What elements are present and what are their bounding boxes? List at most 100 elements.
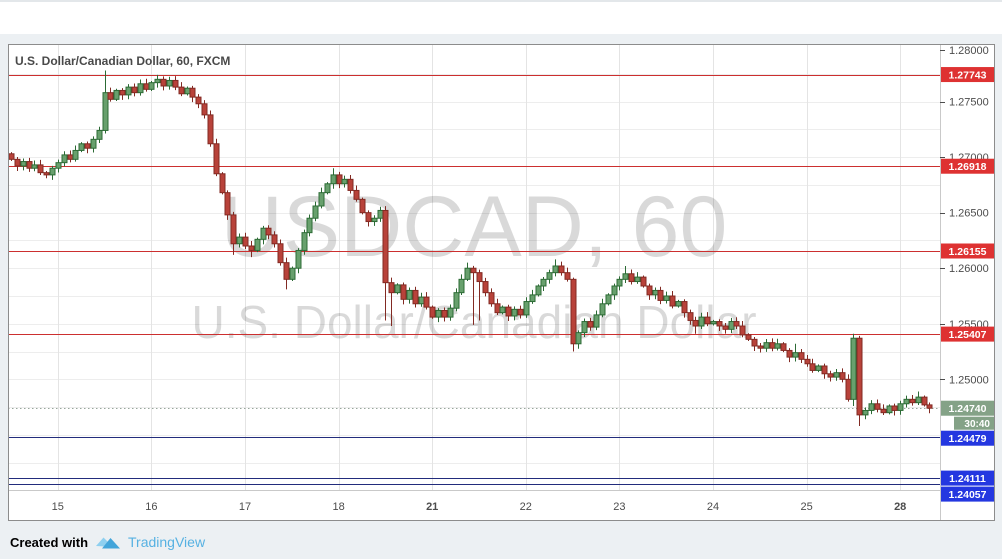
candle [739,320,746,338]
candle-body [605,294,612,305]
candle-body [751,338,758,347]
candle [675,299,682,308]
candle-body [470,267,477,274]
attribution-footer: Created with TradingView [10,531,205,553]
candle [84,141,91,154]
candle-body [353,189,360,200]
candle-body [201,103,208,116]
candle-body [84,143,91,149]
candle [447,304,454,321]
candle-body [406,289,413,300]
y-axis-tick-label: 1.25000 [949,374,989,386]
candle-body [786,349,793,358]
price-level-label [941,67,994,83]
candle-body [581,321,588,334]
candle-body [681,301,688,314]
candle [178,82,185,97]
candle [458,274,465,295]
candle-body [377,209,384,219]
candle [535,284,542,297]
candle-body [224,192,231,216]
price-level-label-text: 1.24111 [949,473,986,485]
candle [8,152,15,161]
last-price-label-text: 1.24740 [949,403,987,415]
candle [511,306,518,321]
price-level-label-text: 1.24057 [949,489,987,501]
candle [254,237,261,253]
last-price-label [941,400,994,416]
candle [49,165,56,180]
candle-body [336,174,343,185]
candle-body [850,337,857,400]
candle [160,76,167,91]
candle [137,79,144,96]
candle [552,259,559,277]
candle [365,210,372,227]
candle-body [166,79,173,87]
price-axis[interactable] [940,44,995,521]
x-axis-tick-label: 18 [332,501,344,513]
candle-body [745,334,752,340]
candle-body [283,262,290,280]
candle [324,182,331,195]
candle-body [72,149,79,160]
candle [172,76,179,91]
candle-body [394,284,401,294]
candle-body [113,89,120,100]
candle-body [125,86,132,96]
candle [213,138,220,177]
candle [558,261,565,276]
tradingview-link[interactable]: TradingView [128,534,206,550]
candle-body [552,265,559,274]
candle [886,404,893,415]
candle [605,293,612,306]
candle-body [757,345,764,349]
price-level-label-text: 1.26918 [949,161,987,173]
candle-body [921,396,928,406]
candle-body [20,161,27,167]
candle [201,100,208,119]
candle [581,318,588,337]
candle-body [874,403,881,410]
candle [476,269,483,321]
candle-body [558,265,565,274]
candle-body [710,321,717,325]
candle [20,158,27,171]
price-level-label [941,486,994,502]
candle-body [657,289,664,301]
candle-body [458,278,465,294]
candle-body [236,236,243,245]
candle [464,262,471,281]
window-top-edge [0,0,1002,2]
price-chart: USDCAD, 60 U.S. Dollar/Canadian Dollar 1… [8,44,995,521]
candle [482,277,489,297]
candle-body [886,405,893,414]
candle-body [31,164,38,169]
candle [341,175,348,188]
time-axis[interactable] [8,490,940,521]
candle-body [295,249,302,269]
candle-body [429,306,436,318]
candle-body [599,303,606,316]
candle-body [102,92,109,131]
candle-body [792,352,799,358]
candle-body [301,232,308,251]
candle-body [289,267,296,280]
candle-body [616,278,623,287]
candle-body [575,332,582,345]
candle-body [733,321,740,327]
chart-title: U.S. Dollar/Canadian Dollar, 60, FXCM [15,54,230,68]
candle [564,267,571,282]
candle-body [687,312,694,321]
candle [423,292,430,310]
candle [55,159,62,173]
candle [856,335,863,426]
candle [710,319,717,326]
panel-border [8,44,995,521]
candle-body [371,217,378,223]
candle [359,197,366,215]
candle-body [318,192,325,207]
candle-body [763,342,770,349]
candle [891,403,898,416]
candle [616,276,623,291]
